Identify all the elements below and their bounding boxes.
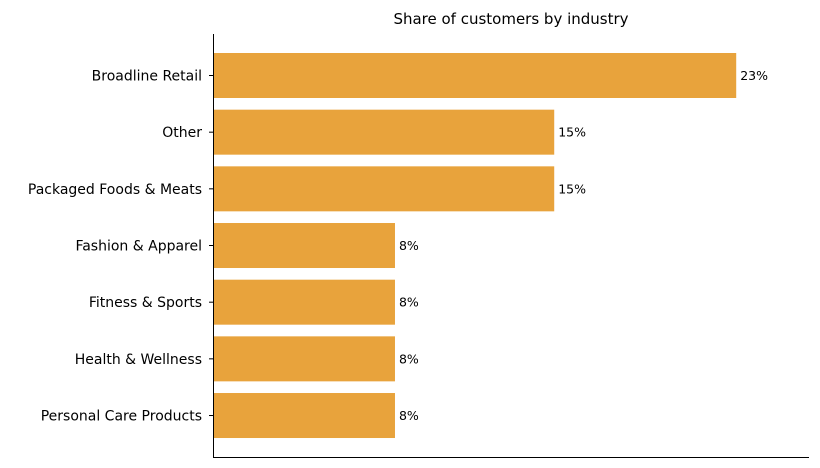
bars-layer <box>213 53 737 439</box>
value-label-fitness-and-sports: 8% <box>399 295 419 310</box>
bar-personal-care-products <box>213 393 395 439</box>
category-labels: Broadline Retail Other Packaged Foods & Me… <box>28 69 213 425</box>
category-label-packaged-foods-and-meats: Packaged Foods & Meats <box>28 182 202 198</box>
category-label-health-and-wellness: Health & Wellness <box>75 352 202 368</box>
bar-fashion-and-apparel <box>213 223 395 269</box>
category-label-fashion-and-apparel: Fashion & Apparel <box>75 239 202 255</box>
value-label-personal-care-products: 8% <box>399 408 419 423</box>
value-labels: 23% 15% 15% 8% 8% 8% 8% <box>399 68 768 423</box>
category-label-broadline-retail: Broadline Retail <box>92 69 202 85</box>
value-label-fashion-and-apparel: 8% <box>399 238 419 253</box>
bar-packaged-foods-and-meats <box>213 166 555 212</box>
bar-health-and-wellness <box>213 336 395 382</box>
category-label-fitness-and-sports: Fitness & Sports <box>89 295 202 311</box>
chart-title: Share of customers by industry <box>393 10 628 28</box>
bar-other <box>213 109 555 155</box>
value-label-health-and-wellness: 8% <box>399 351 419 366</box>
bar-fitness-and-sports <box>213 279 395 325</box>
value-label-broadline-retail: 23% <box>740 68 768 83</box>
bar-broadline-retail <box>213 53 737 98</box>
value-label-other: 15% <box>558 125 586 140</box>
category-label-personal-care-products: Personal Care Products <box>41 409 202 425</box>
category-label-other: Other <box>162 125 202 141</box>
value-label-packaged-foods-and-meats: 15% <box>558 181 586 196</box>
